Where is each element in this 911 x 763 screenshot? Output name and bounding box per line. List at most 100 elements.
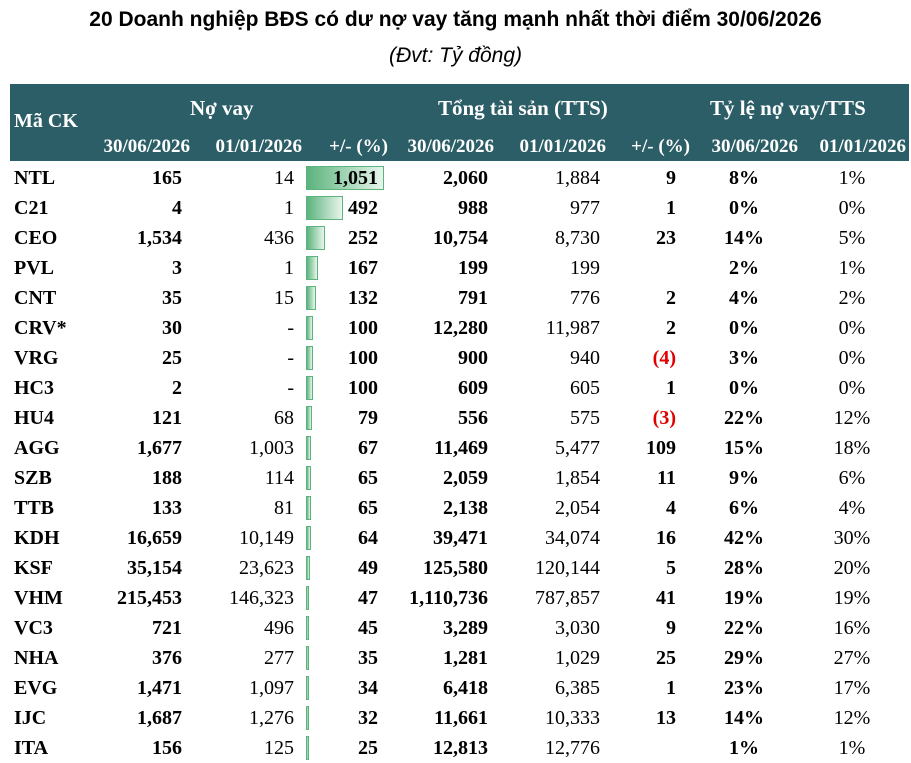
cell-ty-le-30-06: 14% bbox=[724, 227, 764, 249]
growth-bar bbox=[306, 226, 325, 250]
cell-ty-le-01-01: 5% bbox=[838, 227, 866, 249]
cell-ty-le-30-06: 42% bbox=[724, 527, 764, 549]
cell-tts-01-01: 120,144 bbox=[535, 557, 600, 579]
cell-ty-le-01-01: 2% bbox=[838, 287, 866, 309]
cell-tts-pct: 1 bbox=[666, 677, 676, 699]
cell-tts-01-01: 8,730 bbox=[555, 227, 600, 249]
table-header: Mã CK Nợ vay Tổng tài sản (TTS) Tỷ lệ nợ… bbox=[10, 84, 909, 161]
cell-tts-01-01: 34,074 bbox=[545, 527, 600, 549]
cell-no-vay-01-01: 1 bbox=[284, 197, 294, 219]
cell-tts-pct: 1 bbox=[666, 377, 676, 399]
cell-no-vay-pct: 32 bbox=[358, 707, 378, 729]
cell-no-vay-pct: 35 bbox=[358, 647, 378, 669]
table-row: C21 4 1 492 988 977 1 0% 0% bbox=[10, 193, 909, 223]
cell-no-vay-01-01: - bbox=[287, 347, 294, 369]
cell-ty-le-01-01: 4% bbox=[838, 497, 866, 519]
cell-no-vay-pct: 79 bbox=[358, 407, 378, 429]
cell-no-vay-30-06: 165 bbox=[152, 167, 182, 189]
cell-code: VC3 bbox=[14, 617, 53, 639]
cell-code: NTL bbox=[14, 167, 56, 189]
header-ty-le: Tỷ lệ nợ vay/TTS bbox=[710, 96, 866, 120]
cell-no-vay-01-01: 1,276 bbox=[249, 707, 294, 729]
cell-no-vay-30-06: 156 bbox=[152, 737, 182, 759]
growth-bar bbox=[306, 616, 309, 640]
cell-no-vay-30-06: 721 bbox=[152, 617, 182, 639]
cell-ty-le-30-06: 0% bbox=[729, 197, 759, 219]
cell-no-vay-pct: 47 bbox=[358, 587, 378, 609]
cell-code: PVL bbox=[14, 257, 54, 279]
cell-no-vay-pct: 34 bbox=[358, 677, 378, 699]
growth-bar bbox=[306, 556, 310, 580]
cell-tts-pct: 4 bbox=[666, 497, 676, 519]
cell-ty-le-01-01: 6% bbox=[838, 467, 866, 489]
cell-tts-30-06: 6,418 bbox=[443, 677, 488, 699]
growth-bar bbox=[306, 466, 311, 490]
header-nv-date2: 01/01/2026 bbox=[215, 136, 302, 157]
cell-code: SZB bbox=[14, 467, 52, 489]
table-row: IJC 1,687 1,276 32 11,661 10,333 13 14% 12% bbox=[10, 703, 909, 733]
cell-tts-30-06: 125,580 bbox=[423, 557, 488, 579]
cell-ty-le-30-06: 28% bbox=[724, 557, 764, 579]
cell-no-vay-30-06: 215,453 bbox=[117, 587, 182, 609]
cell-tts-01-01: 575 bbox=[570, 407, 600, 429]
header-tong-tai-san: Tổng tài sản (TTS) bbox=[438, 96, 608, 120]
cell-ty-le-01-01: 1% bbox=[838, 257, 866, 279]
cell-no-vay-30-06: 35 bbox=[162, 287, 182, 309]
cell-tts-30-06: 1,110,736 bbox=[409, 587, 488, 609]
cell-no-vay-01-01: 1,003 bbox=[249, 437, 294, 459]
cell-no-vay-pct: 492 bbox=[348, 197, 378, 219]
cell-tts-pct: 16 bbox=[656, 527, 676, 549]
cell-tts-01-01: 3,030 bbox=[555, 617, 600, 639]
cell-tts-30-06: 39,471 bbox=[433, 527, 488, 549]
cell-no-vay-pct: 25 bbox=[358, 737, 378, 759]
cell-ty-le-01-01: 20% bbox=[833, 557, 871, 579]
growth-bar bbox=[306, 406, 312, 430]
cell-tts-pct: 1 bbox=[666, 197, 676, 219]
cell-no-vay-pct: 49 bbox=[358, 557, 378, 579]
cell-tts-01-01: 977 bbox=[570, 197, 600, 219]
cell-tts-01-01: 787,857 bbox=[535, 587, 600, 609]
cell-no-vay-01-01: 68 bbox=[274, 407, 294, 429]
table-row: ITA 156 125 25 12,813 12,776 1% 1% bbox=[10, 733, 909, 763]
table-row: SZB 188 114 65 2,059 1,854 11 9% 6% bbox=[10, 463, 909, 493]
cell-code: NHA bbox=[14, 647, 59, 669]
cell-no-vay-01-01: 436 bbox=[264, 227, 294, 249]
cell-tts-30-06: 1,281 bbox=[443, 647, 488, 669]
cell-tts-30-06: 3,289 bbox=[443, 617, 488, 639]
growth-bar bbox=[306, 646, 309, 670]
cell-tts-30-06: 2,138 bbox=[443, 497, 488, 519]
cell-ty-le-01-01: 16% bbox=[833, 617, 871, 639]
cell-no-vay-30-06: 3 bbox=[172, 257, 182, 279]
growth-bar bbox=[306, 346, 313, 370]
growth-bar bbox=[306, 736, 309, 760]
cell-tts-pct: 9 bbox=[666, 167, 676, 189]
cell-no-vay-01-01: - bbox=[287, 317, 294, 339]
growth-bar bbox=[306, 376, 313, 400]
cell-ty-le-01-01: 27% bbox=[833, 647, 871, 669]
cell-ty-le-30-06: 15% bbox=[724, 437, 764, 459]
cell-ty-le-01-01: 0% bbox=[838, 197, 866, 219]
cell-tts-pct: (3) bbox=[652, 407, 676, 429]
growth-bar bbox=[306, 676, 309, 700]
cell-tts-01-01: 1,029 bbox=[555, 647, 600, 669]
header-tl-date1: 30/06/2026 bbox=[711, 136, 798, 157]
cell-ty-le-01-01: 17% bbox=[833, 677, 871, 699]
cell-tts-30-06: 2,060 bbox=[443, 167, 488, 189]
cell-no-vay-01-01: 10,149 bbox=[239, 527, 294, 549]
cell-code: ITA bbox=[14, 737, 49, 759]
growth-bar bbox=[306, 706, 309, 730]
cell-no-vay-pct: 252 bbox=[348, 227, 378, 249]
data-table-body: NTL 165 14 1,051 2,060 1,884 9 8% 1% C21 4 1 492 988 9… bbox=[10, 163, 909, 763]
cell-ty-le-30-06: 19% bbox=[724, 587, 764, 609]
growth-bar bbox=[306, 526, 311, 550]
growth-bar bbox=[306, 166, 384, 190]
cell-ty-le-30-06: 8% bbox=[729, 167, 759, 189]
growth-bar bbox=[306, 496, 311, 520]
cell-ty-le-30-06: 3% bbox=[729, 347, 759, 369]
cell-ty-le-01-01: 1% bbox=[838, 167, 866, 189]
cell-ty-le-01-01: 1% bbox=[838, 737, 866, 759]
cell-ty-le-01-01: 12% bbox=[833, 407, 871, 429]
cell-tts-01-01: 199 bbox=[570, 257, 600, 279]
cell-ty-le-30-06: 9% bbox=[729, 467, 759, 489]
growth-bar bbox=[306, 196, 343, 220]
